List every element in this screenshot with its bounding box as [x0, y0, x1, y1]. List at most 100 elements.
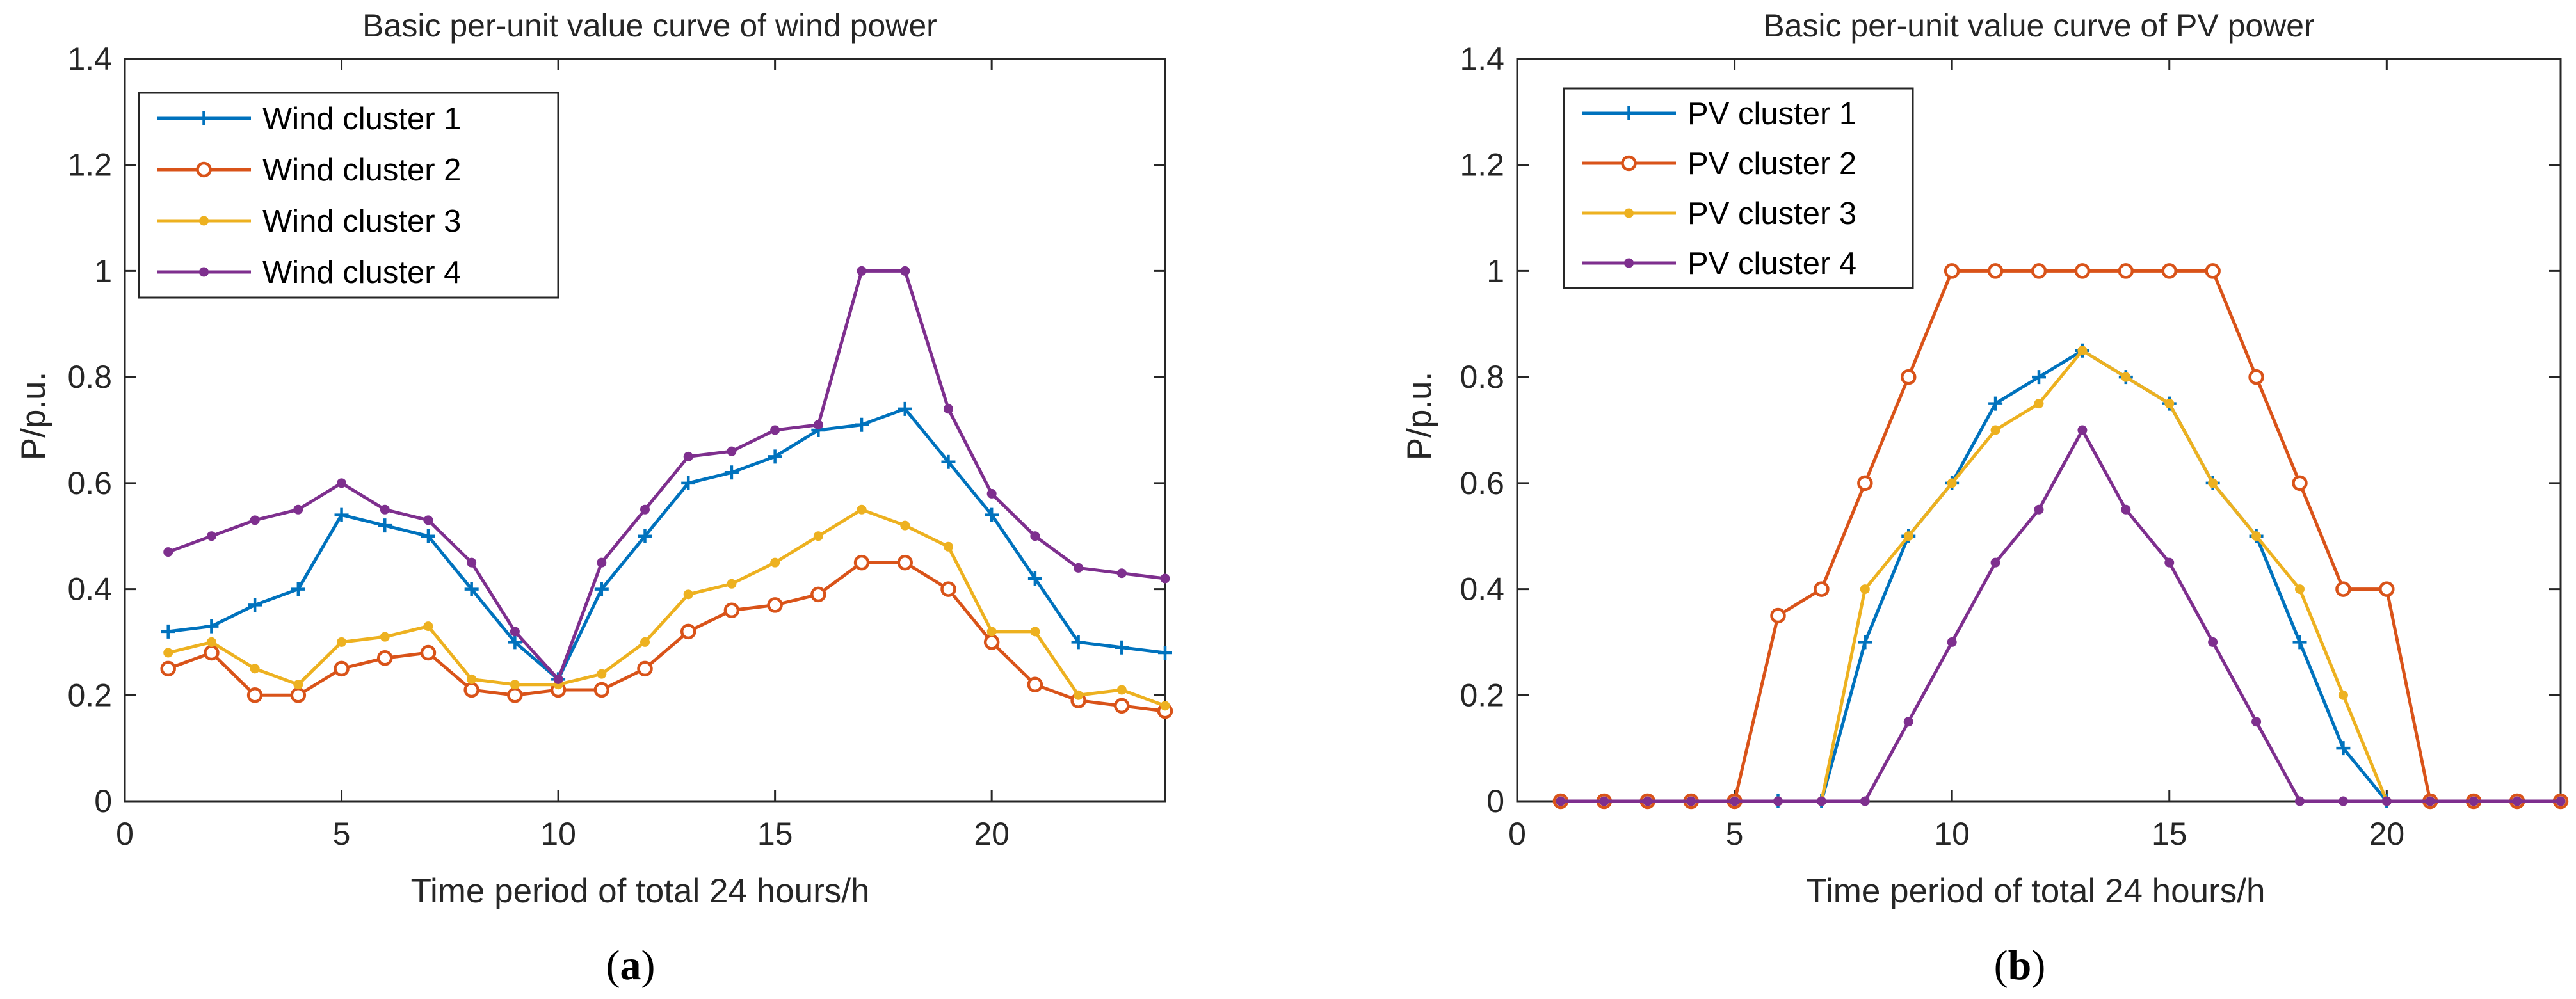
- y-tick-label: 0.2: [1460, 677, 1504, 713]
- data-point: [206, 637, 216, 647]
- data-point: [334, 660, 350, 677]
- data-point: [510, 680, 520, 690]
- data-point: [1990, 557, 2000, 568]
- data-point: [1944, 263, 1960, 279]
- data-point: [1160, 701, 1170, 711]
- data-point: [1116, 685, 1127, 695]
- data-point: [2121, 504, 2131, 515]
- data-point: [2425, 796, 2435, 806]
- x-axis-label: Time period of total 24 hours/h: [411, 872, 870, 910]
- data-point: [1030, 531, 1040, 541]
- data-point: [683, 589, 693, 600]
- chart-title: Basic per-unit value curve of wind power: [362, 8, 937, 44]
- legend-item: PV cluster 2: [1582, 147, 1856, 181]
- legend-label: PV cluster 1: [1687, 97, 1856, 131]
- x-tick-label: 15: [757, 816, 793, 852]
- data-point: [1556, 796, 1566, 806]
- data-point: [897, 554, 913, 571]
- data-point: [1160, 573, 1170, 584]
- data-point: [1860, 796, 1870, 806]
- legend-swatch-marker: [196, 161, 212, 178]
- data-point: [898, 401, 912, 416]
- panel-label-b: (b): [1994, 942, 2046, 989]
- panel-label-a: (a): [606, 942, 656, 989]
- legend-label: Wind cluster 4: [262, 255, 461, 290]
- legend-box: [138, 92, 559, 299]
- legend-box: [1563, 87, 1914, 289]
- data-point: [943, 541, 953, 552]
- data-point: [1988, 396, 2003, 411]
- data-point: [1990, 425, 2000, 435]
- legend-item: Wind cluster 4: [157, 255, 461, 290]
- data-point: [377, 650, 393, 666]
- data-point: [2512, 796, 2522, 806]
- y-tick-label: 0: [94, 783, 112, 819]
- data-point: [1114, 698, 1130, 714]
- series-3: [163, 504, 1170, 711]
- y-tick-label: 1.4: [1460, 41, 1504, 77]
- data-point: [290, 687, 307, 703]
- plot-area: 0 5 10 15 20 0 0.2 0.4 0.6 0.8 1 1.2 1.4 Wind cluster…: [67, 41, 1173, 852]
- data-point: [2251, 531, 2262, 541]
- data-point: [723, 602, 740, 618]
- data-point: [293, 680, 303, 690]
- y-tick-label: 0.6: [67, 465, 112, 501]
- data-point: [813, 420, 823, 430]
- legend-item: PV cluster 3: [1582, 196, 1856, 231]
- data-point: [2381, 796, 2392, 806]
- data-point: [2205, 263, 2221, 279]
- series-line: [168, 407, 1166, 681]
- data-point: [853, 554, 870, 571]
- data-point: [1116, 568, 1127, 579]
- legend-swatch-marker: [1624, 208, 1634, 218]
- data-point: [464, 582, 479, 596]
- x-tick-label: 10: [1934, 816, 1970, 852]
- legend-item: Wind cluster 2: [157, 153, 461, 188]
- data-point: [2074, 263, 2091, 279]
- data-point: [2248, 369, 2264, 385]
- data-point: [2208, 478, 2218, 488]
- data-point: [986, 488, 997, 499]
- data-point: [423, 515, 433, 525]
- data-point: [1903, 717, 1913, 727]
- data-point: [2077, 425, 2088, 435]
- data-point: [1860, 584, 1870, 595]
- data-point: [1987, 263, 2004, 279]
- data-point: [1947, 637, 1957, 647]
- data-point: [2338, 690, 2348, 700]
- legend: Wind cluster 1 Wind cluster 2 Wind cluster…: [138, 92, 559, 299]
- data-point: [767, 597, 783, 613]
- wind-power-chart: Basic per-unit value curve of wind power…: [15, 8, 1173, 989]
- data-point: [1857, 475, 1873, 492]
- data-point: [2118, 263, 2134, 279]
- data-point: [683, 451, 693, 461]
- y-tick-label: 0: [1486, 783, 1504, 819]
- data-point: [467, 674, 477, 684]
- data-point: [983, 634, 1000, 650]
- data-point: [507, 687, 523, 703]
- data-point: [681, 476, 696, 490]
- series-4: [163, 266, 1170, 684]
- legend-label: PV cluster 2: [1687, 147, 1856, 181]
- data-point: [420, 644, 437, 661]
- series-4: [1556, 425, 2566, 806]
- data-point: [597, 557, 607, 568]
- data-point: [770, 557, 780, 568]
- y-tick-label: 0.8: [1460, 359, 1504, 395]
- data-point: [463, 682, 479, 698]
- data-point: [810, 586, 826, 603]
- data-point: [467, 557, 477, 568]
- data-point: [2295, 584, 2305, 595]
- data-point: [727, 579, 737, 589]
- data-point: [2164, 557, 2175, 568]
- legend-item: PV cluster 1: [1582, 97, 1856, 131]
- data-point: [2292, 635, 2307, 650]
- chart-title: Basic per-unit value curve of PV power: [1763, 8, 2315, 44]
- data-point: [1643, 796, 1653, 806]
- legend-item: PV cluster 4: [1582, 246, 1856, 281]
- data-point: [1858, 635, 1872, 650]
- series-line: [167, 561, 1166, 713]
- data-point: [1115, 640, 1129, 655]
- data-point: [206, 531, 216, 541]
- data-point: [1074, 690, 1084, 700]
